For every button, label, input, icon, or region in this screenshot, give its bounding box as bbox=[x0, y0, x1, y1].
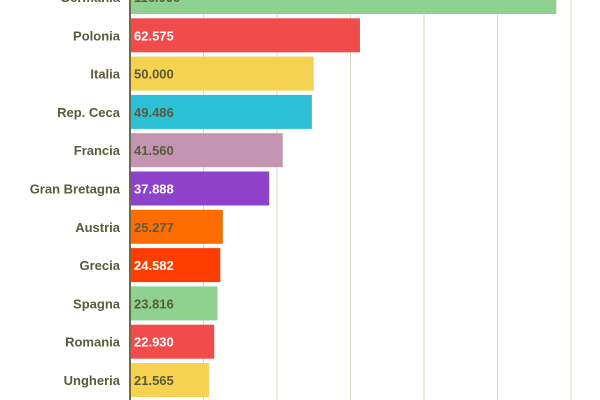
bar bbox=[131, 0, 557, 14]
bar bbox=[131, 94, 312, 129]
category-label: Gran Bretagna bbox=[30, 182, 121, 197]
category-label: Austria bbox=[75, 220, 121, 235]
value-label: 116.000 bbox=[134, 0, 180, 5]
category-label: Francia bbox=[74, 143, 121, 158]
category-label: Germania bbox=[60, 0, 121, 5]
value-label: 41.560 bbox=[134, 143, 174, 158]
category-label: Romania bbox=[65, 335, 121, 350]
value-label: 50.000 bbox=[134, 67, 174, 82]
bar bbox=[131, 248, 221, 283]
bar bbox=[131, 209, 223, 244]
category-label: Polonia bbox=[73, 28, 121, 43]
category-label: Italia bbox=[90, 67, 120, 82]
value-label: 24.582 bbox=[134, 258, 174, 273]
category-label: Ungheria bbox=[64, 373, 121, 388]
value-label: 23.816 bbox=[134, 296, 174, 311]
bar bbox=[131, 286, 218, 321]
value-label: 62.575 bbox=[134, 28, 174, 43]
bar bbox=[131, 56, 314, 91]
value-label: 37.888 bbox=[134, 182, 174, 197]
bar bbox=[131, 133, 283, 168]
value-label: 22.930 bbox=[134, 335, 174, 350]
value-label: 25.277 bbox=[134, 220, 174, 235]
value-label: 21.565 bbox=[134, 373, 174, 388]
bar bbox=[131, 324, 215, 359]
bar bbox=[131, 18, 360, 53]
category-label: Spagna bbox=[73, 296, 121, 311]
bar bbox=[131, 171, 270, 206]
category-label: Rep. Ceca bbox=[57, 105, 121, 120]
bar bbox=[131, 363, 210, 397]
category-label: Grecia bbox=[80, 258, 121, 273]
value-label: 49.486 bbox=[134, 105, 174, 120]
